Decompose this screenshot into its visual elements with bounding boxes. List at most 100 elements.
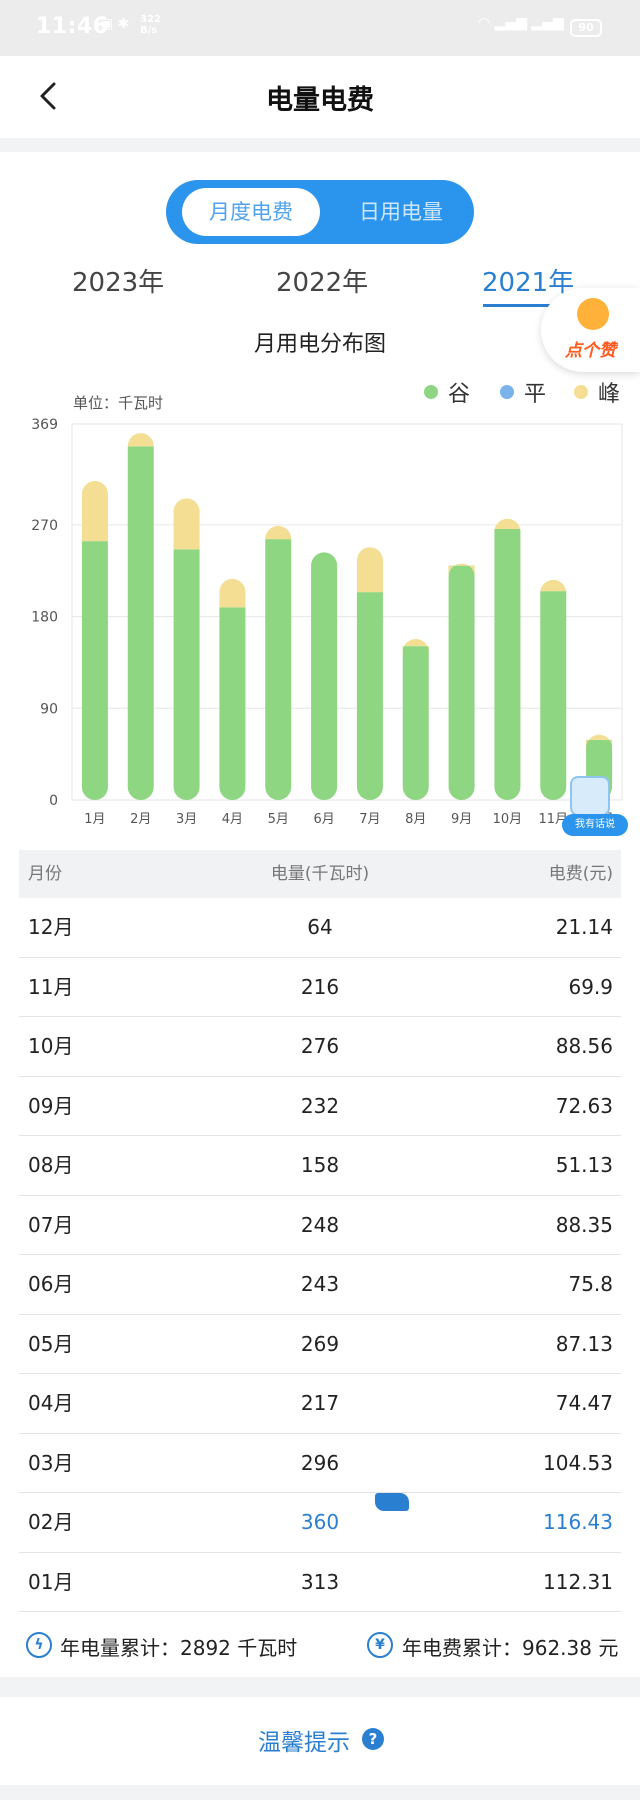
table-row: 06月 243 75.8 — [19, 1255, 621, 1315]
cell-month: 08月 — [28, 1153, 74, 1177]
x-tick-label: 5月 — [268, 812, 289, 827]
bar-segment — [173, 498, 200, 550]
cell-month: 09月 — [28, 1093, 74, 1118]
cell-energy: 158 — [300, 1153, 340, 1177]
y-tick-label: 0 — [49, 793, 58, 809]
battery-icon: 90 — [570, 19, 602, 37]
y-tick-label: 90 — [40, 701, 58, 717]
legend-item-flat: 平 — [500, 376, 546, 408]
table-row: 08月 158 51.13 — [19, 1136, 621, 1196]
main-card — [0, 152, 640, 1677]
cell-energy: 217 — [300, 1391, 340, 1415]
bar-segment — [540, 579, 567, 593]
bar-segment — [265, 539, 292, 801]
cell-energy: 360 — [300, 1510, 340, 1534]
x-tick-label: 9月 — [451, 812, 472, 827]
legend-dot-icon — [574, 385, 588, 399]
table-row: 07月 248 88.35 — [19, 1196, 621, 1255]
cell-month: 03月 — [28, 1450, 74, 1475]
bar-segment — [494, 518, 521, 532]
tab-daily-usage[interactable]: 日用电量 — [359, 200, 443, 224]
cell-month: 06月 — [28, 1272, 74, 1296]
chat-icon — [570, 776, 610, 816]
cell-fee: 116.43 — [543, 1510, 613, 1534]
help-icon[interactable]: ? — [362, 1728, 384, 1750]
col-header-month: 月份 — [28, 864, 62, 884]
tips-section: 温馨提示 ? — [0, 1697, 640, 1785]
cell-energy: 313 — [300, 1569, 340, 1594]
legend-dot-icon — [500, 385, 514, 399]
cell-fee: 88.56 — [555, 1034, 613, 1058]
cell-fee: 74.47 — [555, 1391, 613, 1415]
cell-fee: 104.53 — [543, 1450, 613, 1475]
legend-dot-icon — [424, 385, 438, 399]
x-tick-label: 3月 — [176, 812, 197, 827]
annual-energy-total: 年电量累计：2892 千瓦时 — [60, 1636, 298, 1660]
max-badge: MAX — [375, 1493, 410, 1528]
cell-month: 10月 — [28, 1034, 74, 1058]
cell-fee: 21.14 — [555, 915, 613, 939]
year-tab-2023[interactable]: 2023年 — [72, 268, 165, 298]
y-tick-label: 180 — [31, 610, 58, 626]
legend-item-peak: 峰 — [574, 376, 620, 408]
cell-fee: 87.13 — [555, 1331, 613, 1356]
back-button[interactable] — [32, 78, 68, 114]
cell-energy: 216 — [300, 974, 340, 999]
legend-item-valley: 谷 — [424, 376, 470, 408]
col-header-energy: 电量(千瓦时) — [270, 864, 370, 884]
bar-segment — [173, 549, 200, 800]
year-tab-2021[interactable]: 2021年 — [482, 268, 575, 298]
cell-energy: 276 — [300, 1034, 340, 1058]
tips-link[interactable]: 温馨提示 — [258, 1730, 350, 1756]
page-title: 电量电费 — [266, 85, 374, 116]
table-row: 03月 296 104.53 — [19, 1434, 621, 1493]
net-speed-unit: B/s — [140, 25, 158, 36]
table-row: 11月 216 69.9 — [19, 958, 621, 1017]
table-row: 01月 313 112.31 — [19, 1553, 621, 1612]
annual-fee-total: 年电费累计：962.38 元 — [402, 1636, 619, 1660]
table-row: 09月 232 72.63 — [19, 1077, 621, 1136]
chart-unit-label: 单位：千瓦时 — [73, 394, 164, 412]
y-tick-label: 369 — [31, 417, 58, 433]
plot-frame — [71, 423, 623, 801]
bar-segment — [586, 734, 613, 748]
table-body: 12月 64 21.14 11月 216 69.9 10月 276 88.56 09月 232 72.… — [19, 898, 621, 1612]
cell-month: 05月 — [28, 1331, 74, 1356]
cell-energy: 232 — [300, 1093, 340, 1118]
cell-energy: 248 — [300, 1212, 340, 1237]
bar-segment — [311, 552, 338, 800]
table-row: 05月 269 87.13 — [19, 1315, 621, 1374]
bar-segment — [127, 446, 154, 801]
tab-monthly-fee[interactable]: 月度电费 — [182, 188, 320, 236]
table-row: 12月 64 21.14 — [19, 898, 621, 958]
bar-segment — [402, 639, 429, 653]
bar-segment — [356, 592, 383, 800]
cell-fee: 75.8 — [568, 1272, 613, 1296]
chart-title: 月用电分布图 — [253, 332, 386, 357]
notification-icons: ▣ ✱ — [100, 16, 130, 32]
app-header: 电量电费 — [0, 56, 640, 138]
bar-segment — [81, 481, 108, 542]
year-active-indicator — [483, 304, 565, 307]
cell-fee: 51.13 — [555, 1153, 613, 1177]
x-tick-label: 10月 — [493, 812, 523, 827]
cell-fee: 112.31 — [543, 1569, 613, 1594]
bar-segment — [127, 433, 154, 447]
y-tick-label: 270 — [31, 518, 58, 534]
table-row: 04月 217 74.47 — [19, 1374, 621, 1434]
cell-month: 04月 — [28, 1391, 74, 1415]
legend-label: 峰 — [598, 382, 621, 407]
table-row: 02月 360 MAX 116.43 — [19, 1493, 621, 1553]
like-float-button[interactable]: 点个赞 — [541, 288, 640, 372]
net-speed-value: 322 — [140, 14, 161, 25]
feedback-label: 我有话说 — [562, 814, 628, 836]
year-tab-2022[interactable]: 2022年 — [276, 268, 369, 298]
cell-fee: 69.9 — [568, 974, 613, 999]
bar-segment — [448, 565, 475, 800]
bar-segment — [356, 547, 383, 593]
lightning-icon: ϟ — [26, 1632, 52, 1658]
cell-month: 11月 — [28, 974, 74, 999]
bar-segment — [81, 541, 108, 801]
col-header-fee: 电费(元) — [548, 864, 613, 884]
feedback-button[interactable]: 我有话说 — [560, 776, 630, 836]
